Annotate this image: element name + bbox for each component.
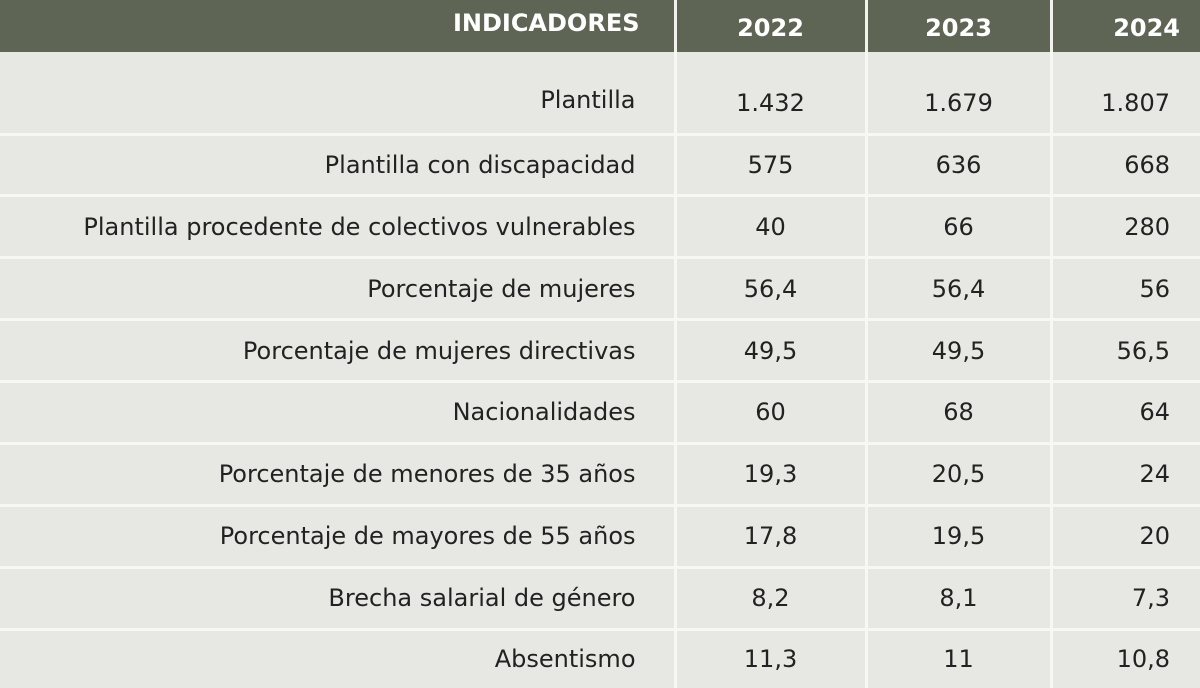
table-row: Plantilla con discapacidad 575 636 668 (0, 134, 1200, 198)
table-header-row: INDICADORES 2022 2023 2024 (0, 0, 1200, 52)
row-label: Porcentaje de mujeres directivas (0, 319, 677, 383)
row-label: Porcentaje de menores de 35 años (0, 443, 677, 507)
cell-2024: 10,8 (1116, 645, 1170, 674)
cell-2023: 1.679 (866, 52, 1053, 136)
cell-2022: 40 (675, 195, 868, 260)
cell-2023: 19,5 (866, 505, 1053, 569)
row-label: Plantilla (0, 52, 677, 136)
cell-2023: 20,5 (866, 443, 1053, 507)
table-row: Plantilla procedente de colectivos vulne… (0, 195, 1200, 260)
cell-2024: 56 (1051, 257, 1200, 322)
row-label: Nacionalidades (0, 381, 677, 445)
table-row: Brecha salarial de género 8,2 8,1 7,3 (0, 567, 1200, 631)
table-row: Plantilla 1.432 1.679 1.807 (0, 52, 1200, 136)
table-row: Porcentaje de mujeres directivas 49,5 49… (0, 319, 1200, 383)
cell-2024: 7,3 (1051, 567, 1200, 631)
row-label: Porcentaje de mujeres (0, 257, 677, 322)
header-indicators: INDICADORES (0, 0, 677, 52)
cell-2022: 1.432 (675, 52, 868, 136)
cell-2022: 8,2 (675, 567, 868, 631)
cell-2023: 66 (866, 195, 1053, 260)
cell-2023: 68 (866, 381, 1053, 445)
cell-2024: 56,5 (1051, 319, 1200, 383)
cell-2022: 19,3 (675, 443, 868, 507)
cell-2024: 24 (1051, 443, 1200, 507)
cell-2023: 11 (866, 629, 1053, 688)
cell-2024: 668 (1051, 134, 1200, 198)
row-label: Plantilla procedente de colectivos vulne… (0, 195, 677, 260)
header-year-2023: 2023 (866, 0, 1053, 52)
row-label: Brecha salarial de género (0, 567, 677, 631)
cell-2023: 49,5 (866, 319, 1053, 383)
cell-2024: 20 (1051, 505, 1200, 569)
header-year-2022: 2022 (675, 0, 868, 52)
table-row: Porcentaje de menores de 35 años 19,3 20… (0, 443, 1200, 507)
table-row: Absentismo 11,3 11 10,8 (0, 629, 1200, 688)
cell-2022: 49,5 (675, 319, 868, 383)
cell-2022: 56,4 (675, 257, 868, 322)
cell-2023: 636 (866, 134, 1053, 198)
row-label: Plantilla con discapacidad (0, 134, 677, 198)
cell-2024: 1.807 (1051, 52, 1200, 136)
cell-2022: 575 (675, 134, 868, 198)
row-label: Porcentaje de mayores de 55 años (0, 505, 677, 569)
cell-2022: 17,8 (675, 505, 868, 569)
header-year-2024: 2024 (1051, 0, 1200, 52)
cell-2024: 280 (1051, 195, 1200, 260)
row-label: Absentismo (0, 629, 677, 688)
table-row: Nacionalidades 60 68 64 (0, 381, 1200, 445)
cell-2022: 60 (675, 381, 868, 445)
table-row: Porcentaje de mayores de 55 años 17,8 19… (0, 505, 1200, 569)
table-row: Porcentaje de mujeres 56,4 56,4 56 (0, 257, 1200, 322)
cell-2022: 11,3 (675, 629, 868, 688)
cell-2023: 8,1 (866, 567, 1053, 631)
cell-2024: 64 (1051, 381, 1200, 445)
cell-2023: 56,4 (866, 257, 1053, 322)
